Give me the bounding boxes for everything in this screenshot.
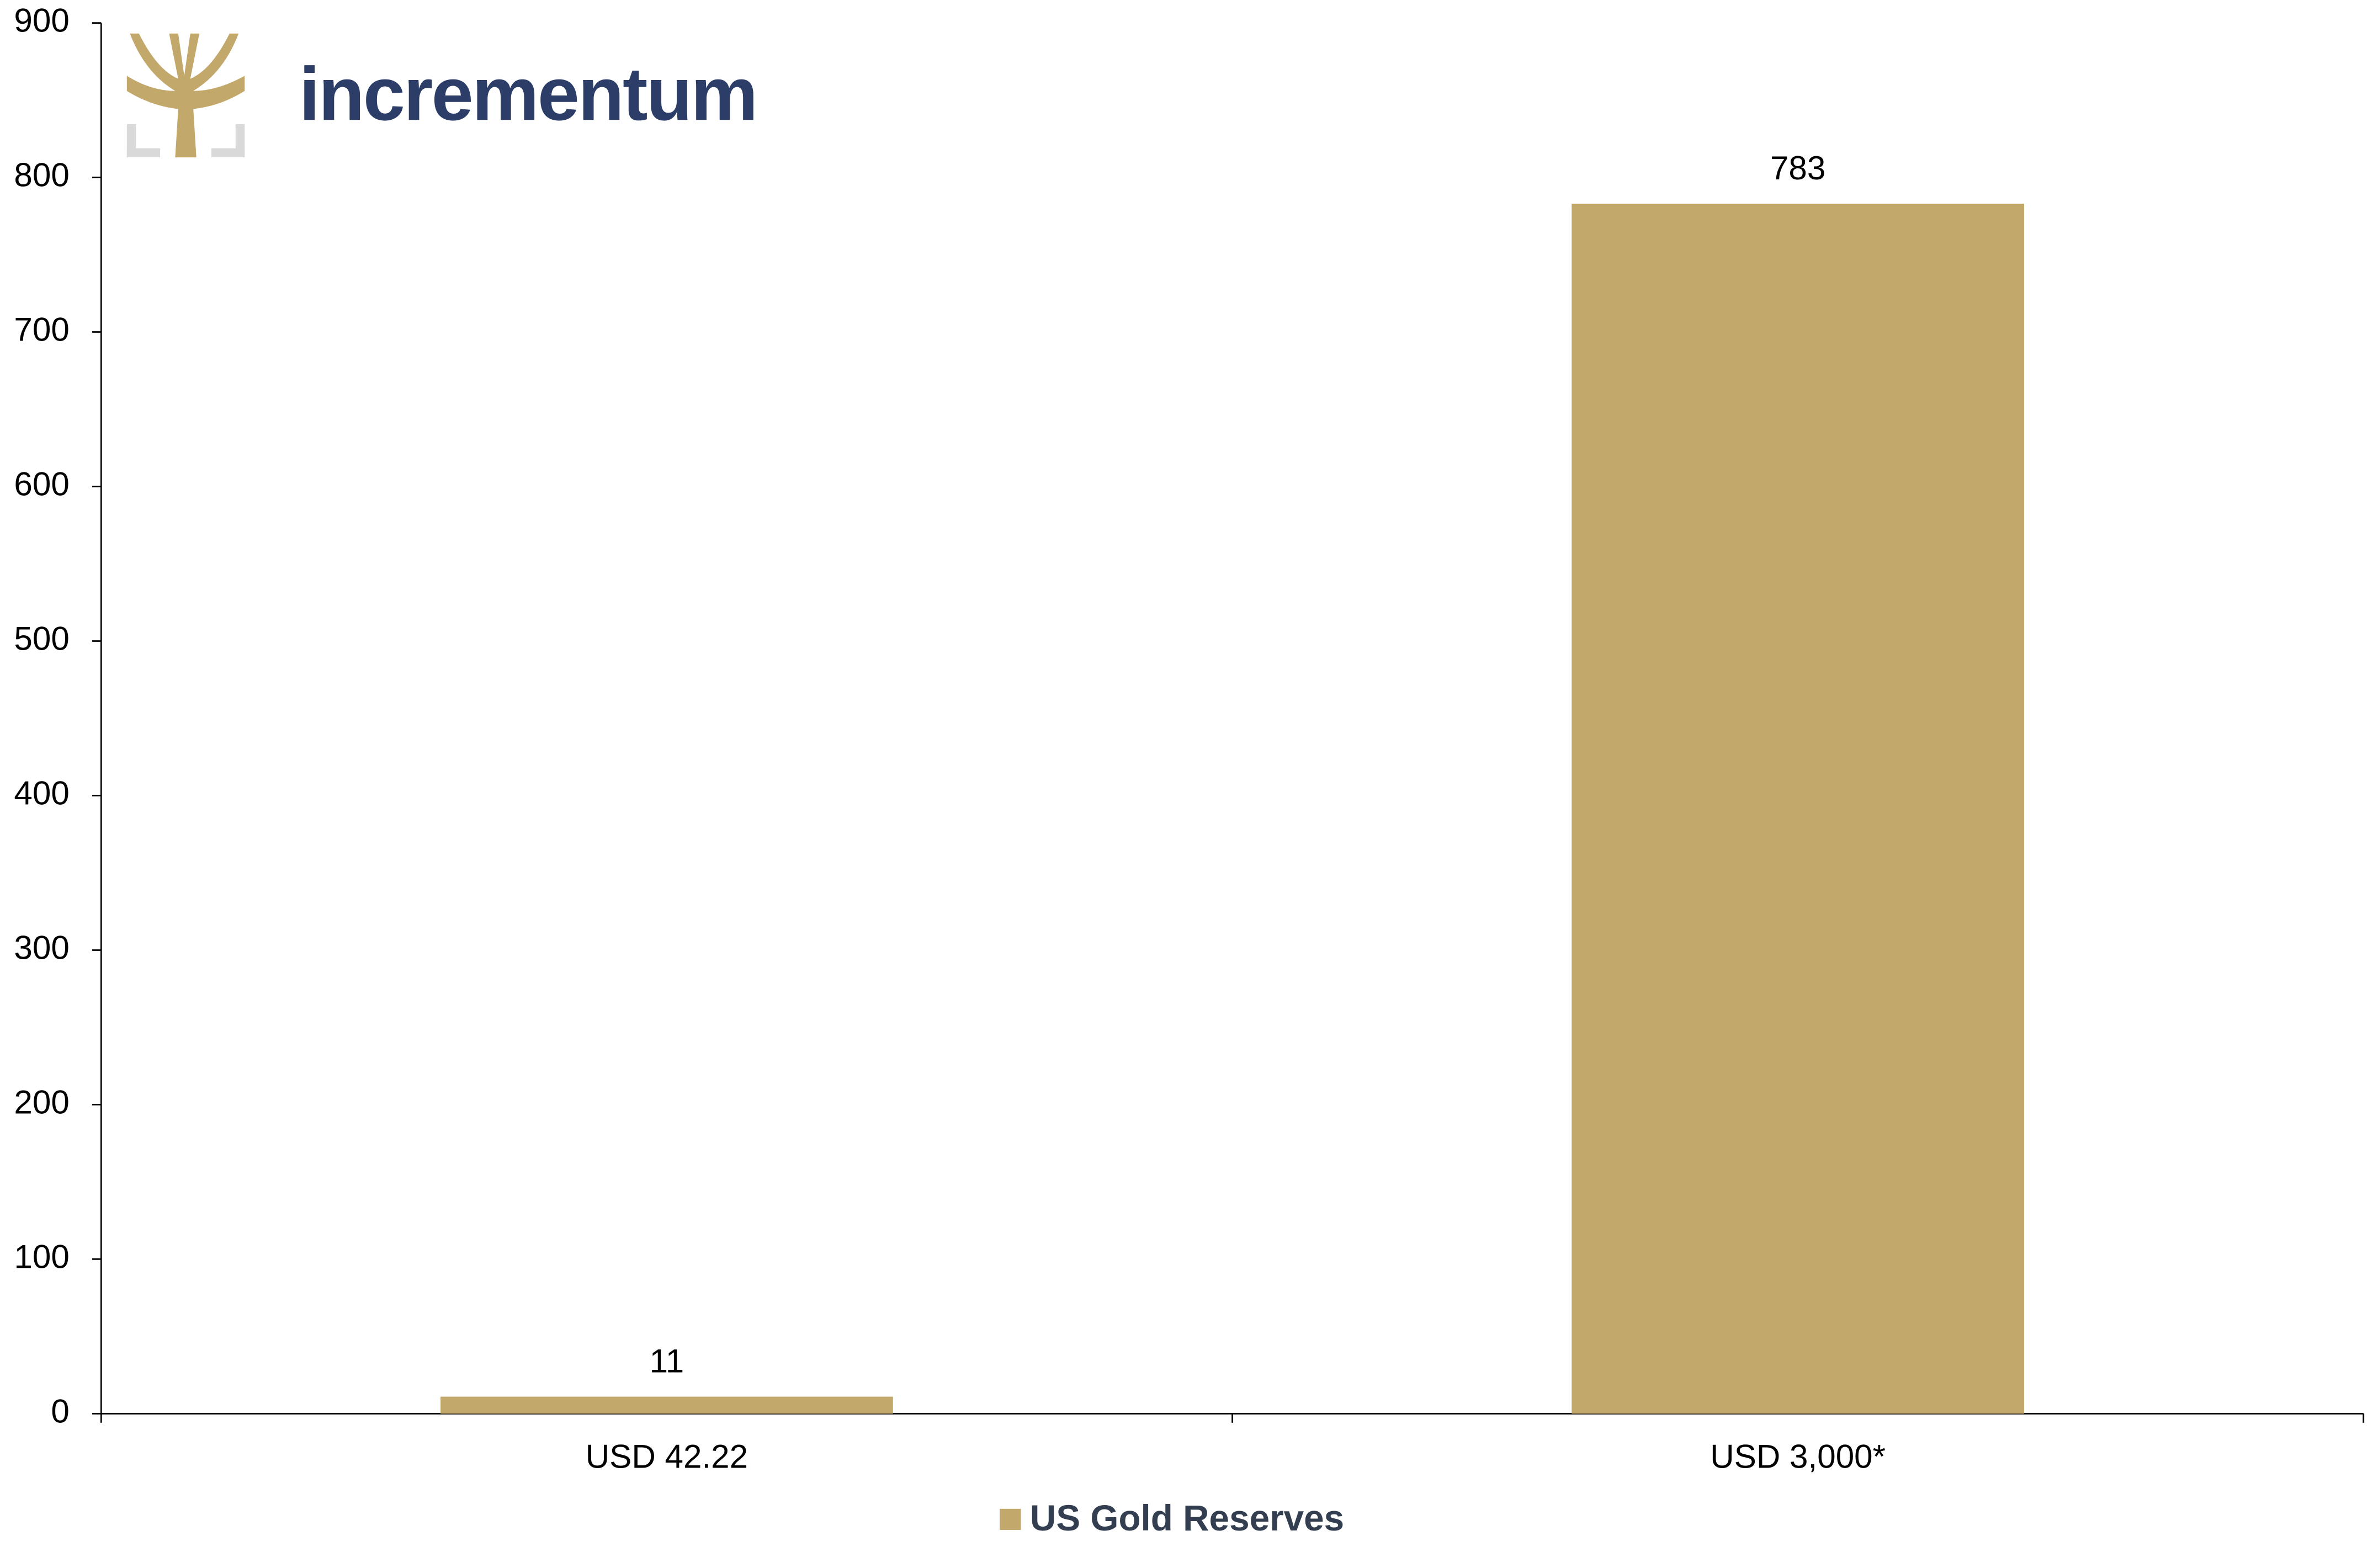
logo-tree [126, 33, 245, 158]
bar [440, 1396, 893, 1414]
y-tick-label: 400 [14, 774, 69, 811]
y-tick-label: 600 [14, 465, 69, 502]
y-tick-label: 800 [14, 156, 69, 193]
data-label: 783 [1770, 150, 1825, 187]
logo-frame [211, 148, 245, 158]
logo-frame [126, 148, 161, 158]
bar [1571, 204, 2025, 1414]
data-label: 11 [650, 1342, 684, 1379]
y-tick-label: 100 [14, 1238, 69, 1275]
y-tick-label: 700 [14, 311, 69, 348]
y-tick-label: 900 [14, 2, 69, 39]
logo [126, 33, 245, 158]
logo-text: incrementum [299, 51, 757, 136]
x-tick-label: USD 3,000* [1710, 1438, 1886, 1475]
y-tick-label: 0 [51, 1392, 69, 1429]
legend-label: US Gold Reserves [1030, 1498, 1344, 1538]
y-tick-label: 200 [14, 1083, 69, 1120]
y-tick-label: 300 [14, 929, 69, 966]
y-tick-label: 500 [14, 620, 69, 657]
legend-swatch [1000, 1508, 1021, 1530]
x-tick-label: USD 42.22 [586, 1438, 748, 1475]
